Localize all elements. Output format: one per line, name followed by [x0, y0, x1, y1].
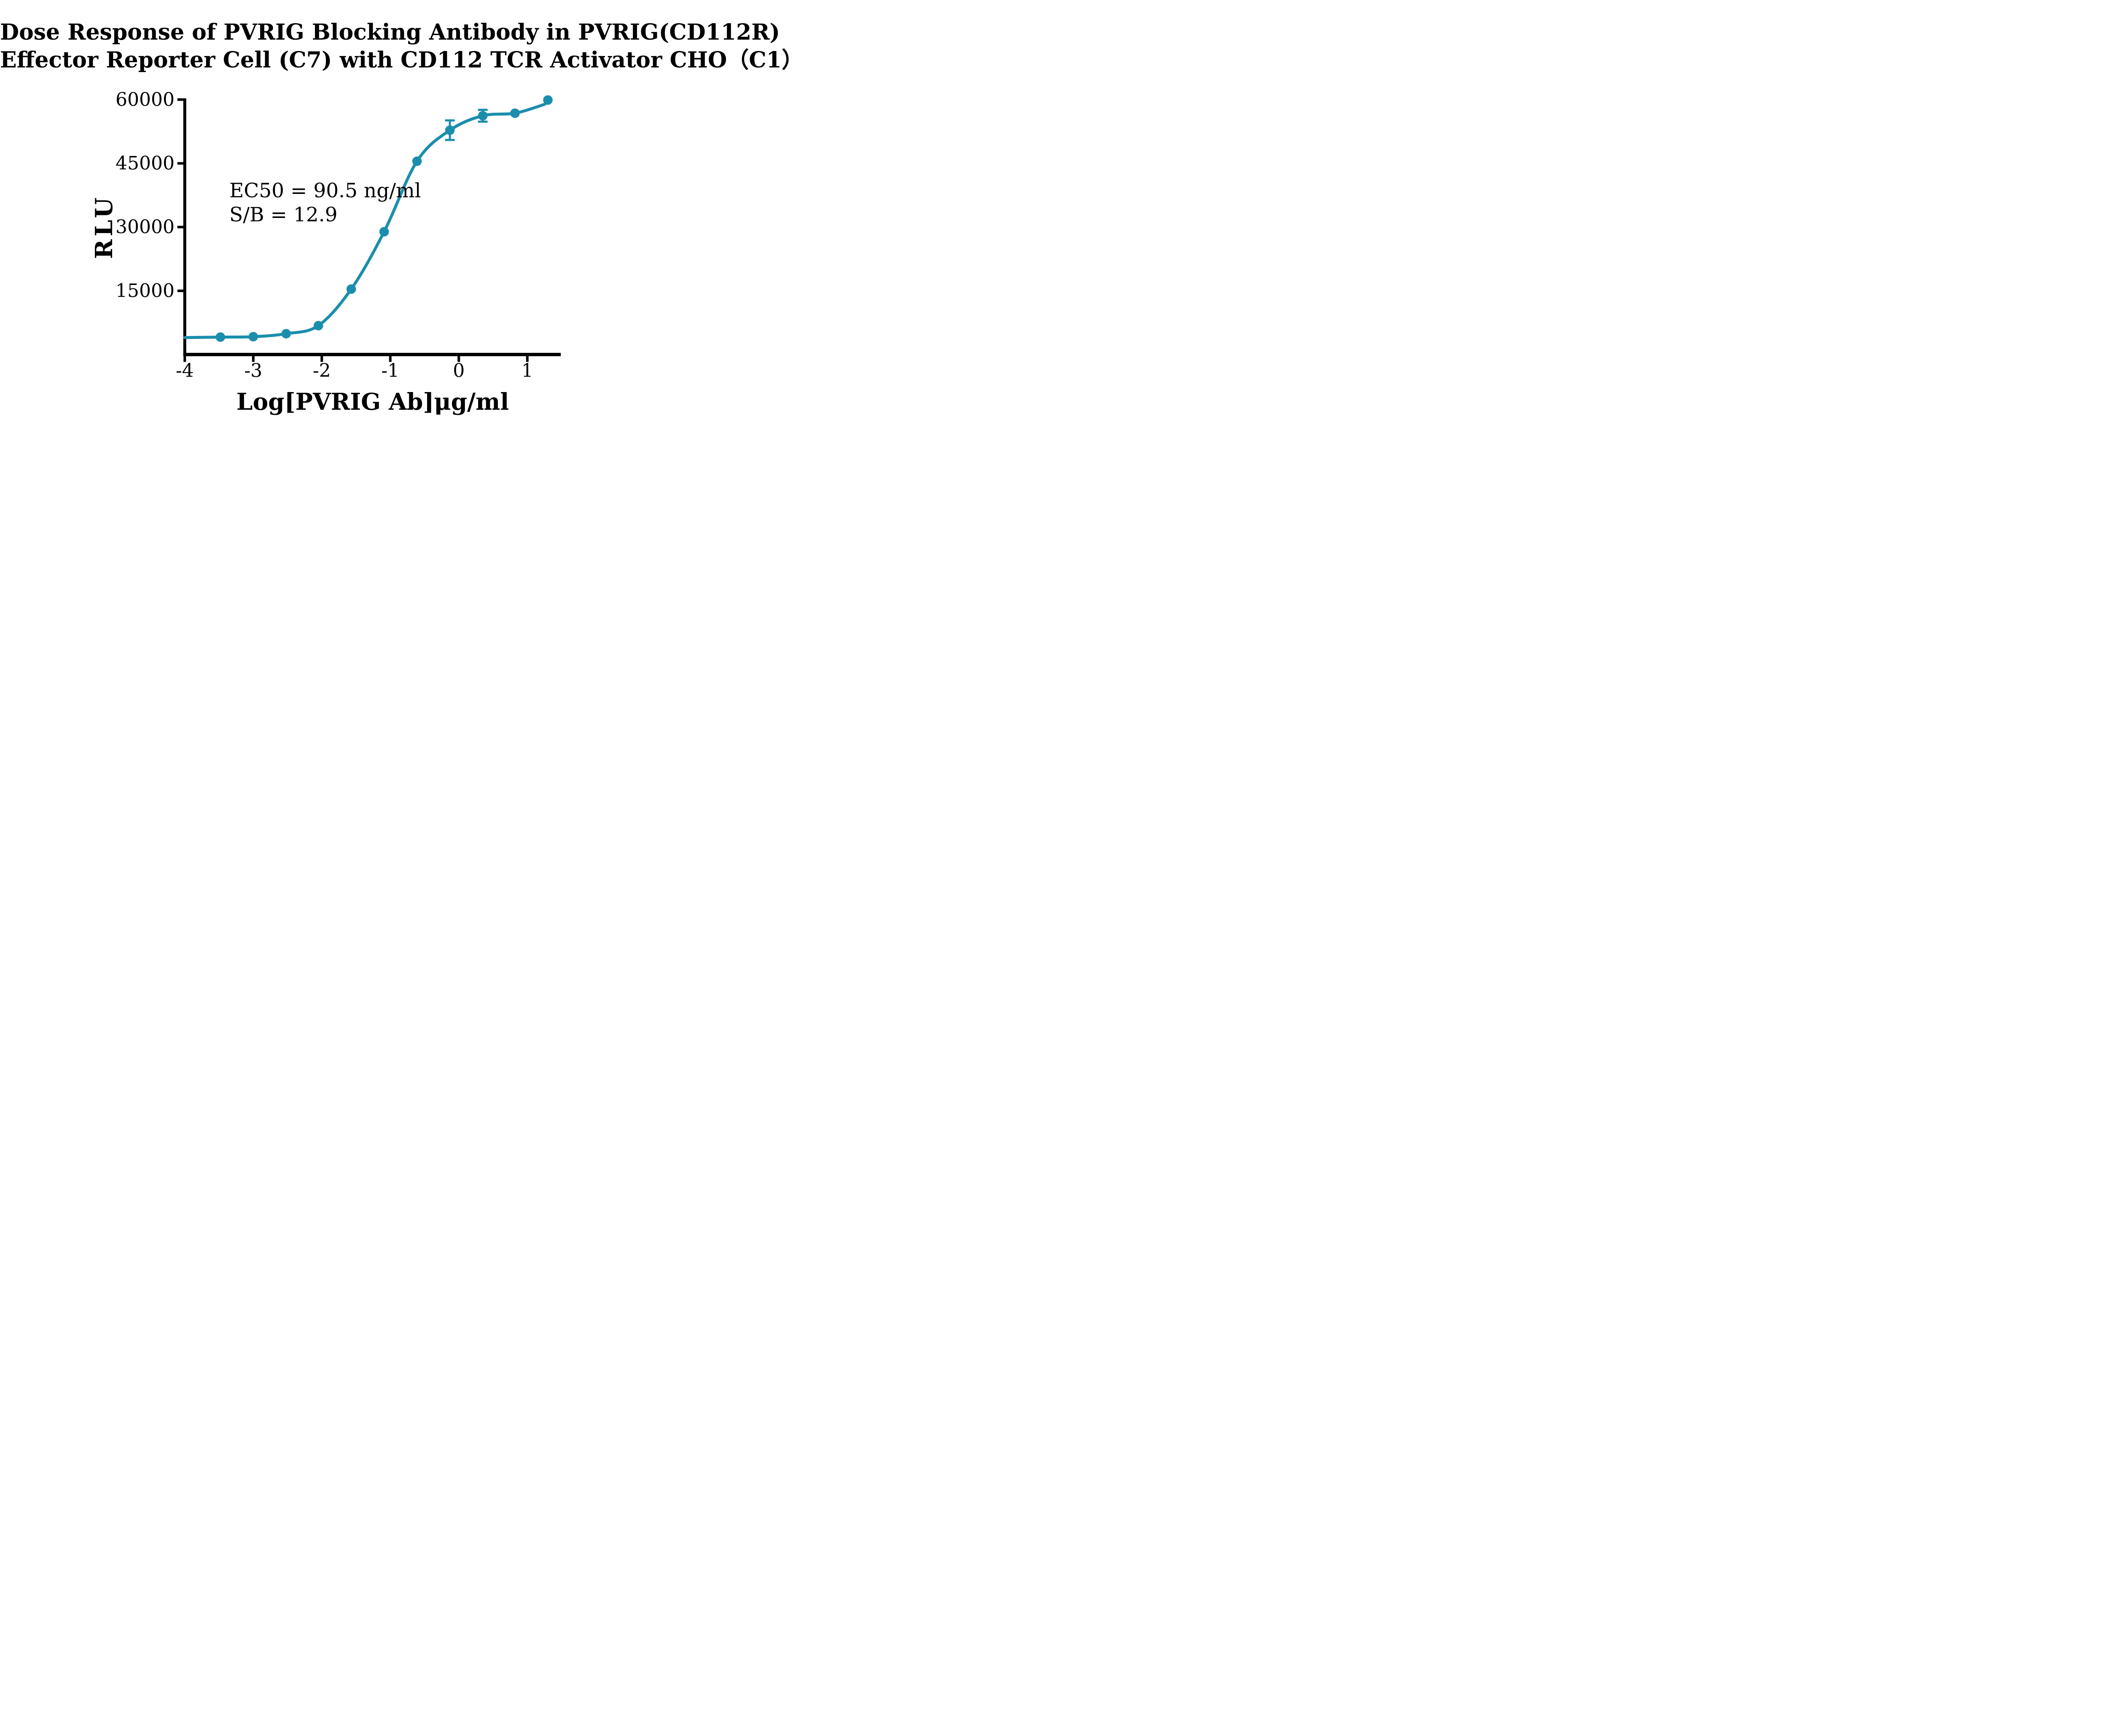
axis-ticks [177, 98, 529, 362]
x-axis-title: Log[PVRIG Ab]μg/ml [236, 388, 509, 415]
x-tick-label: -4 [176, 360, 194, 382]
data-point-marker [248, 332, 258, 341]
x-tick-label: 0 [453, 360, 465, 382]
data-points [215, 95, 553, 342]
axis-tick-labels: 15000 30000 45000 60000 -4 -3 -2 -1 0 1 [116, 89, 533, 382]
data-point-marker [412, 156, 422, 166]
data-point-marker [215, 332, 226, 342]
ec50-text: EC50 = 90.5 ng/ml [229, 179, 421, 202]
y-tick-label: 45000 [116, 153, 175, 174]
chart-page: Dose Response of PVRIG Blocking Antibody… [0, 0, 804, 434]
data-point-marker [510, 108, 520, 118]
data-point-marker [478, 111, 488, 121]
x-tick-label: -3 [244, 360, 262, 382]
x-tick-label: -2 [313, 360, 331, 382]
y-tick-label: 60000 [116, 89, 175, 110]
chart-title-line1: Dose Response of PVRIG Blocking Antibody… [0, 19, 780, 45]
x-tick-label: 1 [522, 360, 533, 382]
x-tick-label: -1 [381, 360, 399, 382]
data-point-marker [346, 284, 356, 294]
y-tick-label: 15000 [116, 280, 175, 301]
data-point-marker [313, 321, 323, 331]
fit-annotation: EC50 = 90.5 ng/ml S/B = 12.9 [229, 179, 421, 227]
data-point-marker [543, 95, 553, 105]
data-point-marker [445, 125, 455, 135]
y-tick-label: 30000 [116, 216, 175, 238]
chart-title: Dose Response of PVRIG Blocking Antibody… [0, 19, 804, 74]
chart-title-line2: Effector Reporter Cell (C7) with CD112 T… [0, 47, 804, 73]
data-point-marker [281, 329, 291, 339]
dose-response-plot: 15000 30000 45000 60000 -4 -3 -2 -1 0 1 [116, 89, 561, 382]
data-point-marker [379, 227, 389, 237]
signal-background-text: S/B = 12.9 [229, 203, 338, 226]
axes [183, 98, 561, 356]
